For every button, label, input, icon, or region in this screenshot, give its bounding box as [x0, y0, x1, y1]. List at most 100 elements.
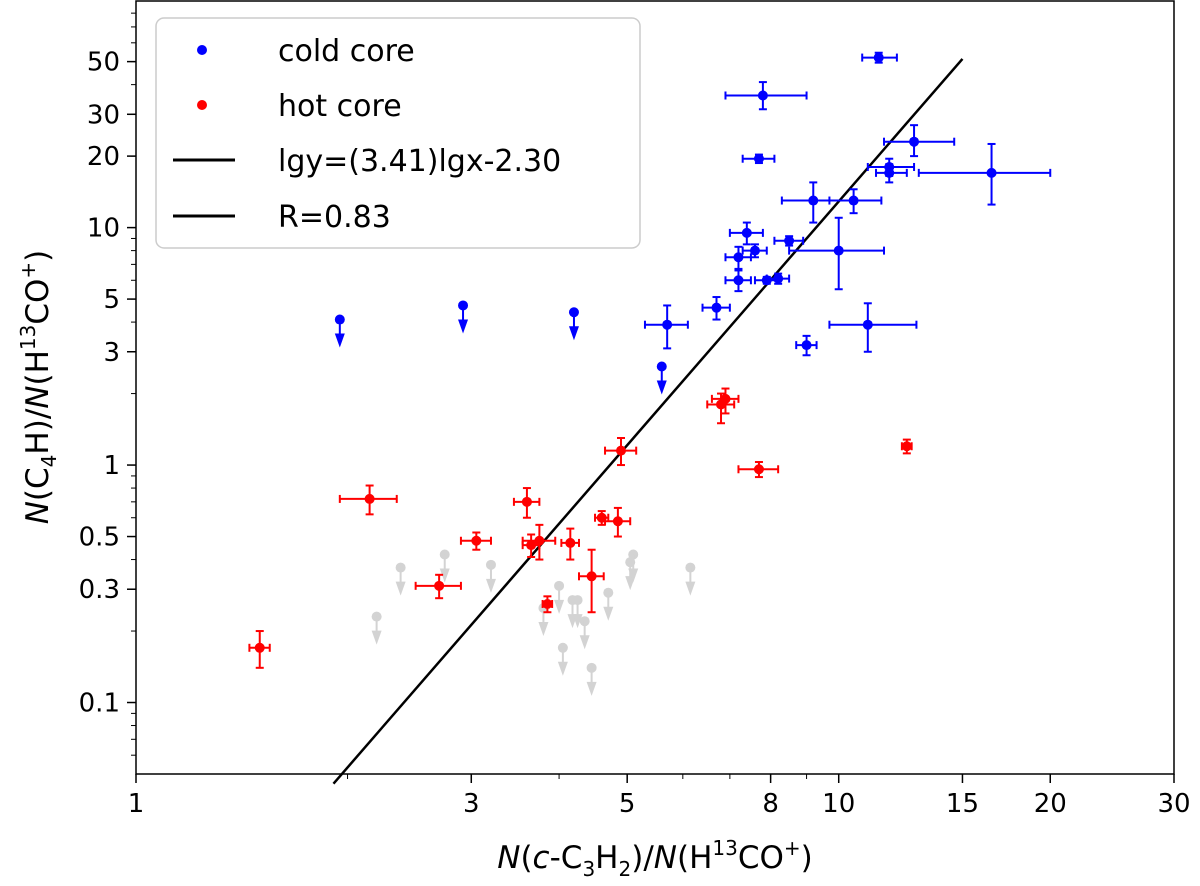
cold-core-point: [741, 153, 776, 165]
hot-core-point-marker: [534, 535, 545, 546]
cold-core-upper-limit: [656, 361, 667, 395]
hot-core-point: [594, 510, 610, 526]
hot-core-point: [706, 392, 736, 425]
x-tick-label: 8: [762, 789, 779, 819]
cold-core-upper-limit-arrowhead: [568, 326, 579, 341]
hot-core-point-marker: [753, 464, 764, 475]
upper-limits-upper-limit-arrowhead: [603, 606, 614, 621]
hot-core-point-marker: [616, 445, 627, 456]
cold-core-upper-limit: [334, 314, 345, 348]
cold-core-point-marker: [773, 273, 784, 284]
upper-limits-upper-limit-arrowhead: [557, 661, 568, 676]
x-tick-label: 5: [619, 789, 636, 819]
upper-limits-upper-limit: [554, 580, 565, 614]
upper-limits-upper-limit: [371, 611, 382, 645]
hot-core-point: [900, 438, 913, 455]
legend-hot-marker: [197, 100, 207, 110]
x-axis-title: N(c-C3H2)/N(H13CO+): [497, 836, 813, 881]
hot-core-point-marker: [612, 516, 623, 527]
upper-limits-upper-limit: [586, 662, 597, 696]
cold-core-point: [875, 163, 908, 184]
cold-core-point: [861, 51, 898, 64]
cold-core-point-marker: [848, 195, 859, 206]
cold-core-point-marker: [986, 167, 997, 178]
upper-limits-upper-limit-arrowhead: [685, 581, 696, 596]
hot-core-point: [512, 487, 541, 519]
cold-core-point-marker: [873, 52, 884, 63]
cold-core-point-marker: [749, 245, 760, 256]
cold-core-point: [917, 142, 1052, 206]
hot-core-point-marker: [364, 493, 375, 504]
x-tick-label: 30: [1157, 789, 1190, 819]
upper-limits-upper-limit: [579, 616, 590, 650]
cold-core-point: [780, 181, 855, 224]
hot-core-point: [414, 573, 462, 600]
hot-core-point: [338, 484, 398, 516]
upper-limits-upper-limit: [572, 595, 583, 629]
legend-cold-label: cold core: [278, 34, 415, 69]
hot-core-point-marker: [434, 580, 445, 591]
upper-limits-upper-limit-arrowhead: [485, 578, 496, 593]
hot-core-point: [578, 548, 605, 614]
hot-core-point: [541, 595, 554, 614]
x-tick-label: 3: [463, 789, 480, 819]
cold-core-upper-limit-arrowhead: [656, 380, 667, 395]
x-tick-label: 15: [946, 789, 979, 819]
upper-limits-upper-limit-arrowhead: [572, 614, 583, 629]
hot-core-point: [737, 461, 780, 479]
hot-core-point: [521, 533, 541, 559]
cold-core-point: [728, 221, 764, 246]
y-tick-label: 50: [87, 48, 120, 78]
hot-core-point: [248, 630, 271, 669]
upper-limits-upper-limit: [439, 549, 450, 583]
y-tick-label: 0.3: [79, 575, 120, 605]
cold-core-point: [724, 81, 808, 111]
upper-limits-upper-limit-arrowhead: [586, 681, 597, 696]
upper-limits-upper-limit: [557, 642, 568, 676]
upper-limits-upper-limit-arrowhead: [371, 630, 382, 645]
cold-core-point: [701, 296, 731, 321]
y-tick-label: 1: [103, 451, 120, 481]
cold-core-point-marker: [741, 227, 752, 238]
cold-core-upper-limit: [458, 300, 469, 334]
cold-core-point-marker: [662, 319, 673, 330]
cold-core-point-marker: [862, 319, 873, 330]
upper-limits-upper-limit-arrowhead: [579, 635, 590, 650]
x-tick-label: 10: [822, 789, 855, 819]
upper-limits-upper-limit: [485, 559, 496, 593]
x-tick-label: 20: [1034, 789, 1067, 819]
cold-core-point-marker: [784, 235, 795, 246]
cold-core-point: [643, 304, 689, 350]
cold-core-point: [773, 235, 805, 247]
upper-limits-upper-limit-arrowhead: [628, 568, 639, 583]
cold-core-point-marker: [733, 252, 744, 263]
cold-core-upper-limit-arrowhead: [334, 333, 345, 348]
upper-limits-upper-limit: [395, 562, 406, 596]
cold-core-point: [765, 272, 791, 285]
cold-core-point-marker: [808, 195, 819, 206]
cold-core-point: [724, 245, 752, 270]
cold-core-upper-limit-arrowhead: [458, 319, 469, 334]
cold-core-point: [883, 124, 956, 158]
upper-limits-upper-limit-arrowhead: [554, 599, 565, 614]
y-tick-label: 20: [87, 142, 120, 172]
cold-core-point-marker: [753, 153, 764, 164]
y-tick-label: 3: [103, 338, 120, 368]
y-axis-title: N(C4H)/N(H13CO+): [16, 250, 61, 525]
hot-core-point-marker: [901, 441, 912, 452]
cold-core-point-marker: [833, 245, 844, 256]
hot-core-point: [604, 436, 638, 467]
y-tick-label: 5: [103, 285, 120, 315]
y-tick-label: 10: [87, 214, 120, 244]
y-tick-label: 0.5: [79, 523, 120, 553]
cold-core-point-marker: [711, 302, 722, 313]
cold-core-point: [795, 334, 818, 357]
cold-core-point: [828, 302, 918, 353]
x-tick-label: 1: [128, 789, 145, 819]
legend-box: [155, 17, 641, 249]
hot-core-point-marker: [586, 571, 597, 582]
hot-core-point-marker: [542, 598, 553, 609]
cold-core-point-marker: [801, 340, 812, 351]
fit-line: [332, 58, 964, 785]
